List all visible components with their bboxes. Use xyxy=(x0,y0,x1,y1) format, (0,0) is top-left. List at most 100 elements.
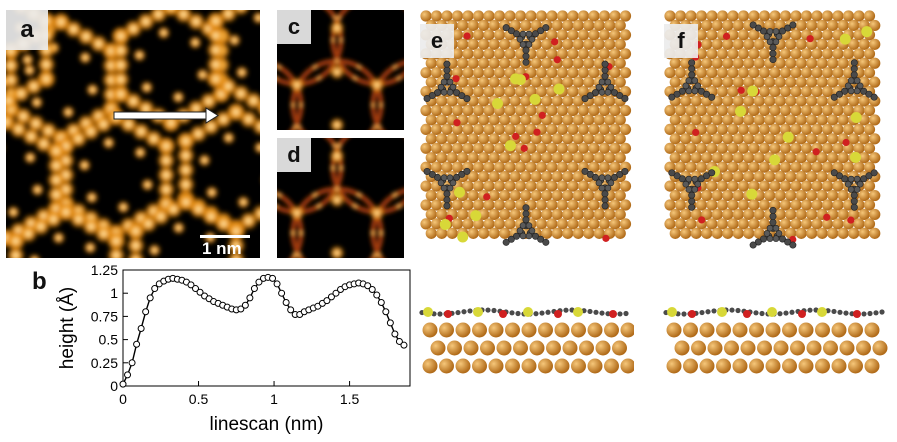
oxygen-atom xyxy=(554,310,562,318)
gold-atom xyxy=(664,218,676,230)
data-point xyxy=(241,301,249,309)
gold-atom xyxy=(530,114,542,126)
gold-atom xyxy=(727,29,739,41)
gold-atom xyxy=(749,322,764,338)
gold-atom xyxy=(716,67,729,79)
carbon-atom xyxy=(708,169,716,177)
gold-atom xyxy=(514,180,527,192)
carbon-atom xyxy=(461,309,467,315)
gold-atom xyxy=(520,114,532,126)
gold-atom xyxy=(821,29,834,41)
gold-atom xyxy=(816,38,828,50)
data-point xyxy=(187,281,195,289)
gold-atom xyxy=(795,189,807,202)
ring-atom xyxy=(519,30,527,38)
gold-atom xyxy=(758,86,771,98)
ring-atom xyxy=(595,83,603,91)
gold-atom xyxy=(664,180,676,192)
gold-atom xyxy=(764,189,776,202)
gold-atom xyxy=(806,208,818,221)
gold-atom xyxy=(609,123,621,135)
gold-atom xyxy=(699,358,715,374)
gold-atom xyxy=(551,114,563,126)
gold-atom xyxy=(837,208,849,221)
ring-atom xyxy=(440,89,448,96)
stm-spot xyxy=(85,82,100,97)
gold-atom xyxy=(806,95,818,107)
gold-atom xyxy=(680,208,692,221)
sulfur-atom xyxy=(553,83,565,95)
carbon-atom xyxy=(678,87,686,95)
gold-atom xyxy=(546,123,558,135)
gold-atom xyxy=(753,152,765,164)
gold-atom xyxy=(816,152,828,164)
gold-atom xyxy=(856,340,871,356)
gold-atom xyxy=(669,189,681,202)
gold-atom xyxy=(753,95,765,107)
carbon-atom xyxy=(601,60,609,68)
gold-atom xyxy=(593,95,605,107)
gold-atom xyxy=(478,38,490,50)
ring-atom xyxy=(449,83,457,91)
gold-atom xyxy=(604,19,616,32)
gold-atom xyxy=(748,48,760,60)
gold-atom xyxy=(430,123,443,135)
carbon-atom xyxy=(850,203,858,211)
gold-atom xyxy=(472,358,487,374)
gold-atom xyxy=(664,142,676,154)
gold-atom xyxy=(821,123,834,135)
gold-atom xyxy=(425,189,437,202)
sulfur-atom xyxy=(453,186,465,198)
gold-atom xyxy=(764,171,776,183)
gold-atom xyxy=(598,10,611,22)
carbon-atom xyxy=(531,232,539,240)
gold-atom xyxy=(800,67,813,79)
carbon-atom xyxy=(865,90,873,98)
stm-spot xyxy=(6,205,21,220)
gold-atom xyxy=(732,208,744,221)
gold-atom xyxy=(842,104,855,117)
gold-atom xyxy=(483,199,495,211)
carbon-atom xyxy=(591,89,599,97)
gold-atom xyxy=(520,189,532,202)
gold-atom xyxy=(572,152,584,164)
stm-node xyxy=(6,90,19,111)
gold-atom xyxy=(425,76,437,88)
oxygen-atom xyxy=(847,216,855,224)
gold-atom xyxy=(664,67,676,79)
gold-atom xyxy=(795,57,807,69)
gold-atom xyxy=(514,161,527,173)
oxygen-atom xyxy=(602,234,610,242)
gold-atom xyxy=(701,57,713,69)
gold-atom xyxy=(800,10,813,22)
gold-atom xyxy=(779,104,792,117)
carbon-atom xyxy=(688,191,696,199)
stm-ring-node xyxy=(370,102,376,108)
data-point xyxy=(250,285,258,293)
gold-atom xyxy=(815,322,830,338)
stm-ring-node xyxy=(351,202,359,210)
gold-atom xyxy=(513,340,528,356)
carbon-atom xyxy=(668,169,676,177)
gold-atom xyxy=(690,133,702,145)
gold-atom xyxy=(509,95,521,107)
gold-atom xyxy=(525,142,537,154)
gold-atom xyxy=(806,133,818,145)
stm-node xyxy=(106,245,127,258)
gold-atom xyxy=(441,104,453,117)
stm-node xyxy=(226,235,247,256)
gold-atom xyxy=(488,114,500,126)
carbon-atom xyxy=(850,71,858,79)
gold-atom xyxy=(848,322,863,338)
carbon-atom xyxy=(749,21,757,29)
stm-ring-node xyxy=(277,191,283,199)
gold-atom xyxy=(811,199,823,211)
carbon-atom xyxy=(867,310,873,317)
gold-atom xyxy=(504,199,516,211)
gold-atom xyxy=(727,180,739,192)
gold-atom xyxy=(620,322,634,338)
gold-atom xyxy=(583,57,595,69)
gold-atom xyxy=(748,29,760,41)
gold-atom xyxy=(674,161,687,173)
sulfur-atom xyxy=(767,307,777,317)
